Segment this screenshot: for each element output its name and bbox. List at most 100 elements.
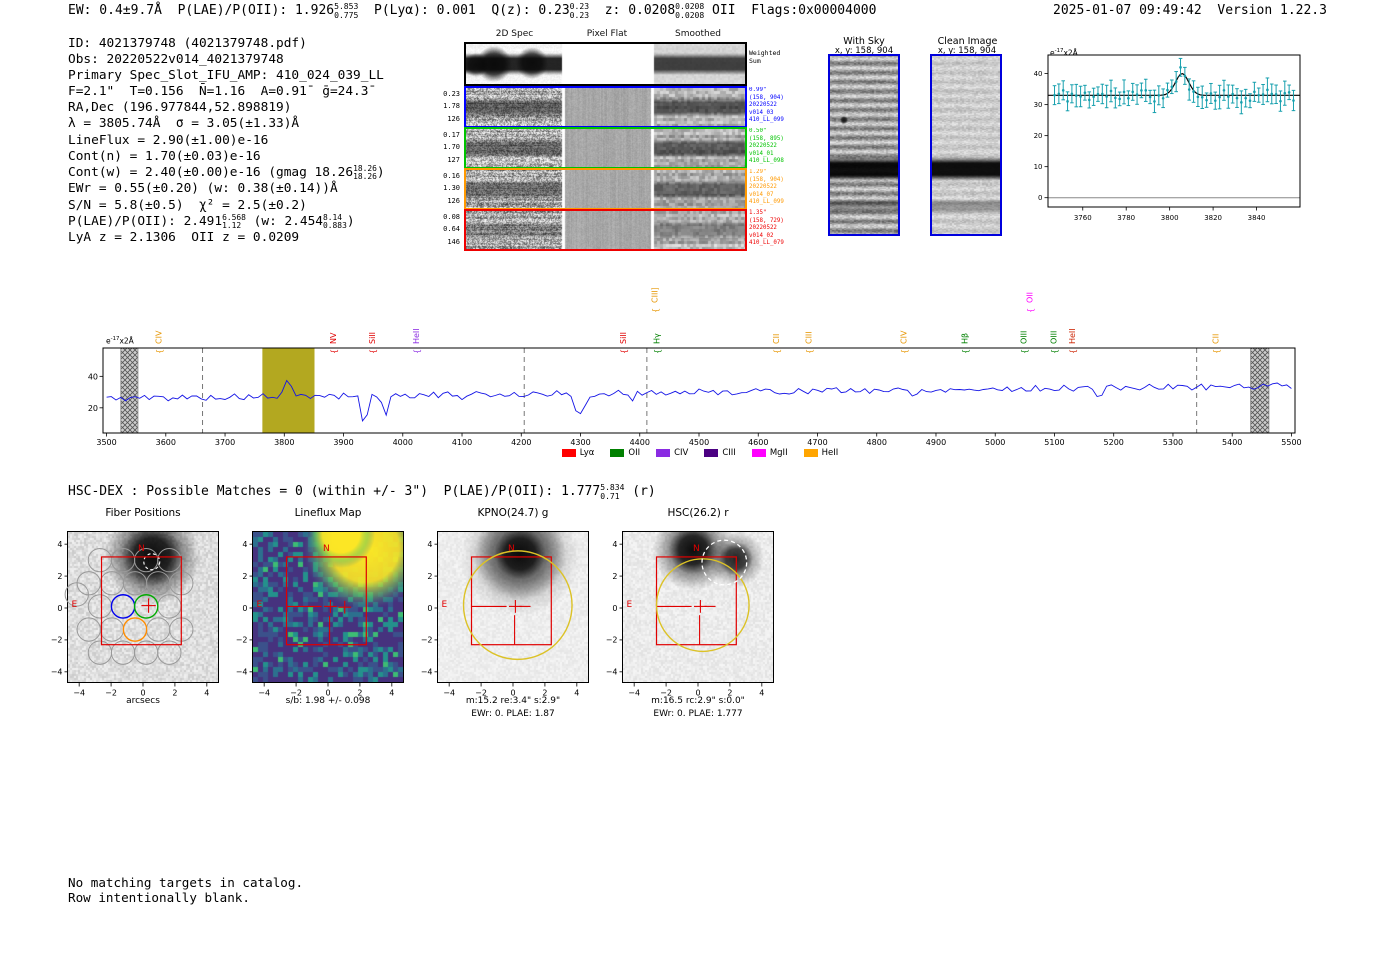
svg-text:{: { (1026, 308, 1035, 313)
footer-note-1: No matching targets in catalog. (68, 875, 304, 890)
masked-region-band (120, 347, 139, 434)
fiber-circle (76, 617, 101, 642)
emission-line-label-OIII: OIII (1049, 331, 1058, 344)
spec2d-row-2 (464, 168, 747, 210)
fiber-circle (157, 594, 182, 619)
timestamp-version: 2025-01-07 09:49:42 Version 1.22.3 (1053, 3, 1327, 18)
with-sky-image (828, 54, 900, 236)
svg-text:3780: 3780 (1117, 214, 1135, 222)
fiber-circle (99, 617, 125, 642)
svg-text:20: 20 (88, 404, 98, 413)
spectrum-legend: Lyα OII CIV CIII MgII HeII (480, 448, 920, 458)
svg-text:4: 4 (242, 540, 247, 549)
spectrum-ylabel: e-17x2Å (106, 336, 134, 346)
legend-label: MgII (769, 448, 788, 458)
info-line-13: LyA z = 2.1306 OII z = 0.0209 (68, 230, 300, 246)
catalog-match-header: HSC-DEX : Possible Matches = 0 (within +… (68, 483, 656, 501)
svg-text:0: 0 (242, 604, 247, 613)
svg-text:20: 20 (1034, 132, 1043, 140)
svg-text:2: 2 (57, 572, 62, 581)
spec2d-row-annotation-0: 0.99" (158, 904) 20220522 v014_03 410_LL_099 (749, 87, 784, 124)
svg-text:{: { (805, 349, 814, 354)
report-datetime: 2025-01-07 09:49:42 (1053, 3, 1202, 18)
emission-line-label-CII: CII (1212, 334, 1221, 344)
col-title-2d-spec: 2D Spec (495, 29, 534, 39)
svg-text:−4: −4 (73, 689, 85, 698)
svg-text:−4: −4 (421, 668, 433, 677)
with-sky-coords: x, y: 158, 904 (834, 46, 894, 56)
fiber-circle (146, 617, 171, 642)
detection-info-block: ID: 4021379748 (4021379748.pdf) Obs: 2022… (68, 36, 385, 246)
svg-text:4000: 4000 (393, 438, 413, 447)
compass-east: E (257, 600, 263, 610)
svg-text:3840: 3840 (1248, 214, 1266, 222)
legend-swatch (803, 449, 818, 457)
fiber-circle (122, 571, 148, 596)
svg-text:3760: 3760 (1074, 214, 1092, 222)
svg-text:5400: 5400 (1222, 438, 1242, 447)
svg-text:4: 4 (204, 689, 209, 698)
emission-line-label-Hβ: Hβ (960, 333, 969, 344)
selected-fiber-circle (110, 594, 136, 619)
hsc-r-overlay: −4 −4 −2 −2 0 0 2 2 4 4 N E (606, 539, 764, 698)
emission-line-label-SiII: SiII (368, 332, 377, 344)
svg-text:0: 0 (510, 689, 515, 698)
emission-line-label-CIV: CIV (155, 330, 164, 344)
lineflux-map-image (252, 531, 404, 683)
svg-text:10: 10 (1034, 163, 1043, 171)
legend-swatch (704, 449, 719, 457)
emission-line-label-HeII: HeII (1068, 328, 1077, 344)
svg-text:2: 2 (727, 689, 732, 698)
spec2d-row-image-3 (466, 211, 745, 249)
spec2d-row-1 (464, 127, 747, 169)
svg-text:4100: 4100 (452, 438, 472, 447)
lineflux-map-overlay: −4 −4 −2 −2 0 0 2 2 4 4 N E (236, 540, 395, 698)
svg-text:0: 0 (325, 689, 330, 698)
clean-image-coords: x, y: 158, 904 (937, 46, 997, 56)
emission-line-label-SiII: SiII (619, 332, 628, 344)
lineflux-map-caption: s/b: 1.98 +/- 0.098 (285, 696, 371, 706)
svg-text:{: { (620, 349, 629, 354)
svg-text:{: { (368, 349, 377, 354)
kpno-g-caption-2: EWr: 0. PLAE: 1.87 (471, 709, 555, 719)
footer-note-2: Row intentionally blank. (68, 890, 250, 905)
legend-item-MgII: MgII (751, 448, 788, 458)
svg-text:0: 0 (140, 689, 145, 698)
selected-fiber-circle (133, 594, 159, 619)
legend-label: CIII (722, 448, 736, 458)
hsc-r-caption-2: EWr: 0. PLAE: 1.777 (653, 709, 743, 719)
kpno-g-overlay: −4 −4 −2 −2 0 0 2 2 4 4 N E (421, 540, 580, 698)
info-line-10: EWr = 0.55(±0.20) (w: 0.38(±0.14))Å (68, 181, 338, 197)
svg-text:−2: −2 (51, 636, 63, 645)
fiber-positions-overlay: −4 −4 −2 −2 0 0 2 2 4 4 N E (51, 540, 210, 698)
svg-text:2: 2 (242, 572, 247, 581)
svg-text:{: { (961, 349, 970, 354)
emission-line-label-OII: OII (1026, 292, 1035, 303)
full-spectrum-plot: CIV {NV {SiII {HeII {SiII {Hγ {CIII] {CII {CIII {… (88, 287, 1302, 447)
emission-line-label-Hγ: Hγ (652, 333, 661, 344)
svg-text:4: 4 (389, 689, 394, 698)
info-line-9: Cont(w) = 2.40(±0.00)e-16 (gmag 18.2618.… (68, 164, 385, 182)
svg-text:−4: −4 (628, 689, 640, 698)
compass-east: E (442, 600, 448, 610)
legend-label: CIV (674, 448, 689, 458)
legend-swatch (751, 449, 766, 457)
detection-highlight-band (262, 348, 315, 433)
legend-item-CIV: CIV (656, 448, 688, 458)
fiber-positions-image (67, 531, 219, 683)
legend-label: OII (628, 448, 641, 458)
svg-text:{: { (1020, 349, 1029, 354)
catalog-object-circle (701, 539, 748, 586)
svg-text:{: { (1212, 349, 1221, 354)
svg-text:30: 30 (1034, 101, 1043, 109)
stacked-uncertainty: 5.834 0.71 (600, 483, 625, 501)
legend-swatch (561, 449, 576, 457)
svg-text:−2: −2 (290, 689, 302, 698)
spec2d-row-stats-0: 0.23 1.78 126 (443, 90, 460, 123)
aperture-circle (462, 550, 573, 661)
info-line-7: LineFlux = 2.90(±1.00)e-16 (68, 132, 269, 148)
svg-text:4400: 4400 (630, 438, 650, 447)
info-line-11: S/N = 5.8(±0.5) χ² = 2.5(±0.2) (68, 197, 307, 213)
svg-text:{: { (651, 308, 660, 313)
